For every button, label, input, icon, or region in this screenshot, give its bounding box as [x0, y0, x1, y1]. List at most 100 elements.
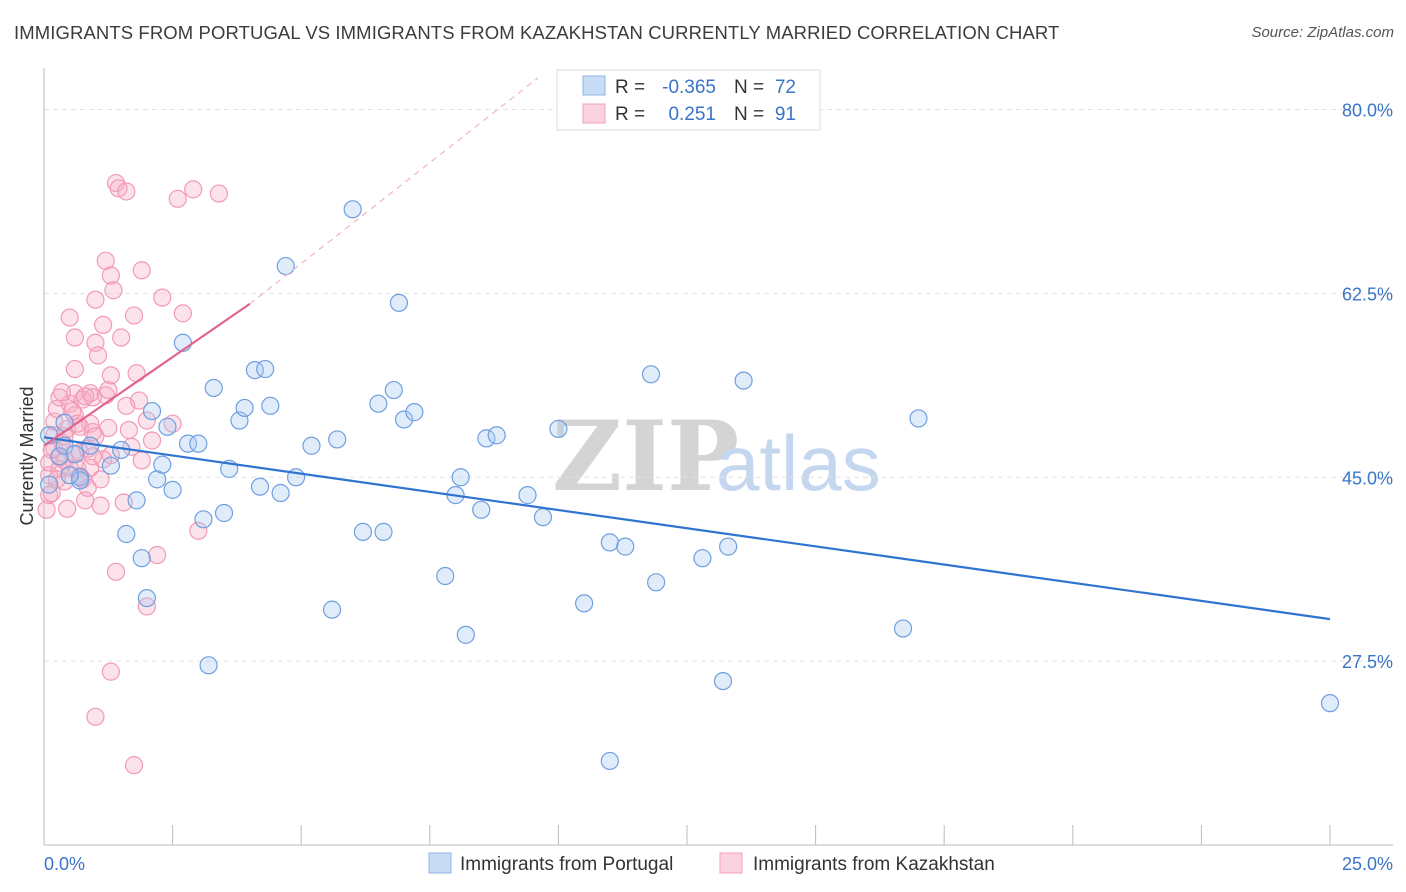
point-kazakhstan — [127, 364, 146, 383]
point-kazakhstan — [142, 431, 162, 450]
point-portugal — [641, 365, 661, 384]
point-portugal — [353, 522, 373, 541]
point-portugal — [271, 483, 290, 503]
point-portugal — [235, 398, 254, 418]
point-kazakhstan — [99, 418, 118, 437]
point-portugal — [600, 533, 619, 552]
point-portugal — [616, 537, 635, 556]
watermark-zip: ZIP — [552, 400, 739, 513]
stats-n-value-kazakhstan: 91 — [775, 104, 796, 125]
point-kazakhstan — [163, 414, 182, 433]
point-kazakhstan — [37, 500, 56, 519]
point-portugal — [302, 436, 321, 455]
point-portugal — [487, 426, 506, 445]
stats-legend: R = -0.365 N = 72 R = 0.251 N = 91 — [556, 69, 821, 131]
bottom-legend: Immigrants from Portugal Immigrants from… — [428, 852, 995, 875]
y-tick-label: 80.0% — [1342, 101, 1393, 121]
x-tick-label-min: 0.0% — [44, 854, 85, 874]
y-axis-title: Currently Married — [17, 386, 37, 525]
y-tick-label: 62.5% — [1342, 284, 1393, 304]
point-portugal — [518, 486, 537, 505]
point-portugal — [256, 359, 275, 379]
point-portugal — [127, 491, 146, 510]
point-kazakhstan — [148, 545, 167, 565]
stats-n-value-portugal: 72 — [775, 77, 796, 98]
stats-swatch-portugal — [582, 75, 606, 96]
point-portugal — [158, 417, 177, 436]
point-portugal — [60, 466, 79, 485]
legend-label-portugal: Immigrants from Portugal — [460, 854, 673, 875]
point-kazakhstan — [40, 486, 59, 505]
x-tick-label-max: 25.0% — [1342, 854, 1393, 874]
point-kazakhstan — [112, 328, 131, 347]
point-kazakhstan — [86, 707, 105, 726]
point-kazakhstan — [60, 308, 79, 327]
point-kazakhstan — [101, 266, 120, 285]
point-portugal — [374, 522, 393, 541]
point-portugal — [204, 378, 223, 398]
point-portugal — [893, 619, 913, 638]
point-portugal — [65, 445, 84, 464]
y-tick-label: 45.0% — [1342, 468, 1393, 488]
point-kazakhstan — [168, 189, 187, 208]
stats-r-value-kazakhstan: 0.251 — [668, 104, 716, 125]
point-portugal — [250, 477, 270, 496]
stats-r-label-kazakhstan: R = — [615, 104, 645, 125]
point-portugal — [214, 503, 234, 523]
point-portugal — [713, 671, 733, 691]
chart-title: IMMIGRANTS FROM PORTUGAL VS IMMIGRANTS F… — [14, 22, 1060, 43]
point-kazakhstan — [104, 281, 123, 300]
point-portugal — [101, 456, 120, 475]
point-portugal — [1320, 694, 1340, 713]
point-portugal — [261, 396, 280, 415]
point-portugal — [40, 475, 59, 494]
point-kazakhstan — [65, 359, 84, 379]
stats-swatch-kazakhstan — [582, 103, 606, 124]
trend-line-kazakhstan — [43, 302, 251, 447]
point-kazakhstan — [91, 470, 110, 489]
stats-n-label-kazakhstan: N = — [734, 104, 764, 125]
point-kazakhstan — [189, 521, 208, 540]
point-portugal — [734, 371, 753, 390]
point-portugal — [533, 508, 553, 527]
point-kazakhstan — [91, 496, 110, 515]
source-credit: Source: ZipAtlas.com — [1251, 24, 1394, 41]
point-kazakhstan — [99, 380, 118, 400]
point-kazakhstan — [65, 328, 84, 347]
point-kazakhstan — [83, 447, 102, 466]
watermark-atlas: atlas — [716, 419, 881, 507]
point-kazakhstan — [88, 346, 108, 365]
point-portugal — [909, 409, 928, 428]
point-kazakhstan — [124, 306, 144, 325]
point-kazakhstan — [76, 387, 95, 406]
point-portugal — [405, 403, 424, 422]
point-kazakhstan — [58, 499, 77, 518]
point-portugal — [199, 656, 218, 675]
stats-r-label-portugal: R = — [615, 77, 645, 98]
point-portugal — [343, 200, 362, 219]
point-portugal — [132, 549, 151, 568]
point-kazakhstan — [101, 662, 120, 681]
point-kazakhstan — [153, 288, 172, 307]
point-kazakhstan — [106, 562, 126, 581]
point-portugal — [436, 566, 455, 586]
point-kazakhstan — [209, 184, 228, 203]
point-portugal — [178, 434, 198, 453]
point-kazakhstan — [173, 304, 192, 323]
point-portugal — [189, 434, 208, 453]
series-portugal — [40, 200, 1340, 771]
point-portugal — [142, 401, 162, 421]
point-portugal — [456, 625, 475, 644]
point-portugal — [647, 573, 666, 592]
point-portugal — [70, 471, 90, 490]
trend-lines — [43, 77, 1331, 621]
point-portugal — [719, 537, 738, 556]
point-portugal — [194, 510, 213, 529]
point-portugal — [384, 380, 403, 400]
legend-swatch-kazakhstan — [719, 852, 743, 874]
point-kazakhstan — [86, 290, 105, 309]
point-kazakhstan — [130, 391, 149, 410]
point-portugal — [472, 500, 491, 519]
point-portugal — [50, 447, 69, 466]
